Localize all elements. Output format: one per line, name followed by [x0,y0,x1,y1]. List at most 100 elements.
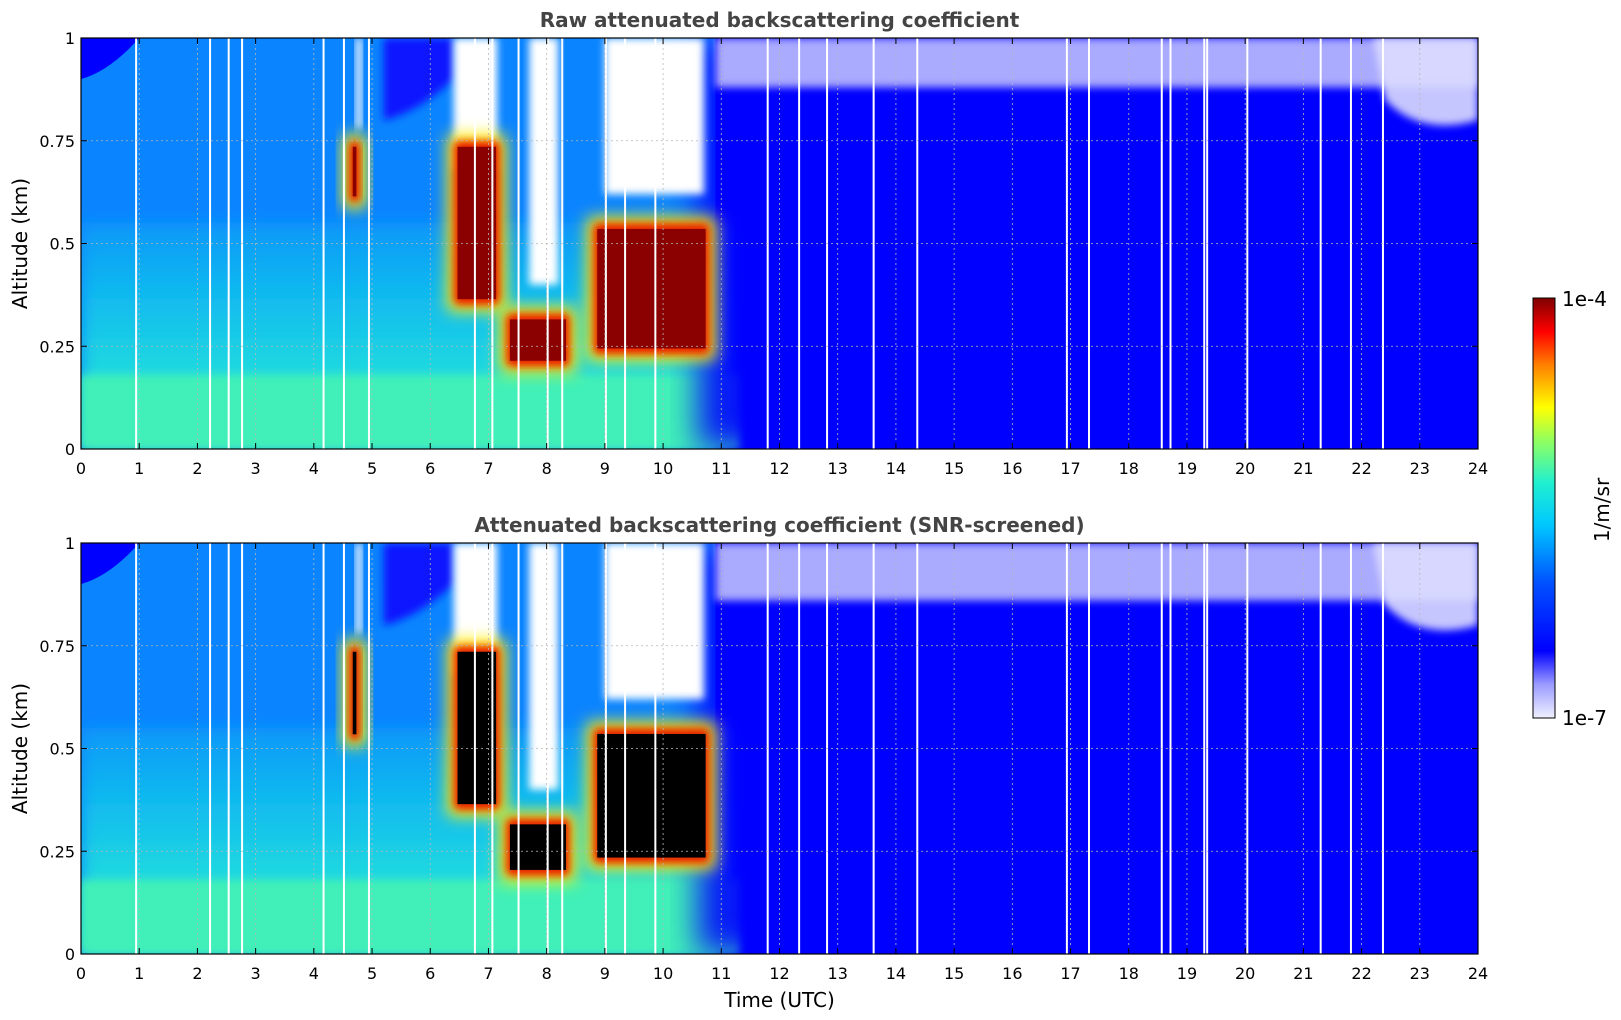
x-tick-label: 0 [76,964,86,983]
low-signal-region [604,38,704,195]
x-tick-label: 20 [1235,459,1255,478]
x-tick-label: 3 [251,964,261,983]
x-tick-label: 1 [134,459,144,478]
x-tick-label: 23 [1410,459,1430,478]
x-tick-label: 21 [1293,964,1313,983]
data-gap-line [1088,543,1091,954]
panel-title: Attenuated backscattering coefficient (S… [474,513,1084,537]
data-gap-line [872,38,875,449]
low-signal-region [529,543,559,790]
x-tick-label: 8 [542,459,552,478]
x-tick-label: 17 [1060,964,1080,983]
x-tick-label: 19 [1177,459,1197,478]
data-gap-line [1349,543,1352,954]
y-tick-label: 1 [65,29,75,48]
y-tick-label: 0.5 [50,235,75,254]
y-tick-label: 1 [65,534,75,553]
upper-noise-region [1373,38,1478,126]
upper-dark-region [81,38,140,80]
x-tick-label: 7 [483,459,493,478]
x-tick-label: 22 [1351,459,1371,478]
x-tick-label: 4 [309,964,319,983]
y-axis-label: Altitude (km) [8,683,32,814]
data-gap-line [227,38,230,449]
x-tick-label: 16 [1002,459,1022,478]
x-tick-label: 5 [367,964,377,983]
cloud-core [597,228,706,349]
x-tick-label: 11 [711,964,731,983]
x-tick-label: 4 [309,459,319,478]
x-tick-label: 24 [1468,459,1488,478]
x-tick-label: 14 [886,459,906,478]
upper-noise-region [715,543,1478,601]
data-gap-line [872,543,875,954]
colorbar-unit-label: 1/m/sr [1590,477,1614,542]
data-gap-line [1203,543,1206,954]
colorbar-gradient [1532,297,1556,719]
low-signal-region [355,543,363,634]
colorbar-max-label: 1e-4 [1562,287,1607,311]
data-gap-line [1319,543,1322,954]
x-tick-label: 13 [828,964,848,983]
data-gap-line [367,543,370,954]
data-gap-line [322,543,325,954]
x-tick-label: 10 [653,964,673,983]
colorbar: 1e-4 1e-7 1/m/sr [1532,287,1614,730]
data-gap-line [342,38,345,449]
low-signal-region [529,38,559,285]
upper-dark-region [383,38,454,121]
x-tick-label: 14 [886,964,906,983]
top-panel: Raw attenuated backscattering coefficien… [8,8,1488,478]
x-tick-label: 12 [769,964,789,983]
upper-noise-region [1373,543,1478,631]
data-gap-line [654,38,657,449]
cloud-core [352,146,357,197]
data-gap-line [624,38,627,449]
cloud-core [457,651,497,805]
upper-dark-region [81,543,140,585]
x-tick-label: 3 [251,459,261,478]
upper-noise-region [715,38,1478,88]
data-gap-line [798,543,801,954]
cloud-core [597,733,706,858]
x-tick-label: 1 [134,964,144,983]
low-signal-region [355,38,363,129]
x-tick-label: 19 [1177,964,1197,983]
x-tick-label: 2 [192,459,202,478]
x-tick-label: 22 [1351,964,1371,983]
data-gap-line [473,543,476,954]
colorbar-min-label: 1e-7 [1562,706,1607,730]
surface-layer [81,375,739,449]
x-tick-label: 24 [1468,964,1488,983]
cloud-core [352,651,357,735]
data-gap-line [1349,38,1352,449]
data-gap-line [517,543,520,954]
x-tick-label: 18 [1119,459,1139,478]
data-gap-line [342,543,345,954]
x-tick-label: 11 [711,459,731,478]
data-gap-line [604,543,607,954]
panel-title: Raw attenuated backscattering coefficien… [540,8,1020,32]
x-tick-label: 17 [1060,459,1080,478]
heatmap-area [81,38,1478,449]
x-tick-label: 5 [367,459,377,478]
x-tick-label: 23 [1410,964,1430,983]
x-tick-label: 0 [76,459,86,478]
bottom-panel: Attenuated backscattering coefficient (S… [8,513,1488,1012]
x-tick-label: 6 [425,964,435,983]
data-gap-line [367,38,370,449]
surface-layer [81,880,739,954]
x-tick-label: 12 [769,459,789,478]
data-gap-line [604,38,607,449]
x-tick-label: 8 [542,964,552,983]
y-axis-label: Altitude (km) [8,178,32,309]
x-tick-label: 20 [1235,964,1255,983]
data-gap-line [654,543,657,954]
data-gap-line [798,38,801,449]
y-tick-label: 0.5 [50,740,75,759]
x-tick-label: 15 [944,459,964,478]
x-tick-label: 18 [1119,964,1139,983]
data-gap-line [1203,38,1206,449]
x-tick-label: 13 [828,459,848,478]
